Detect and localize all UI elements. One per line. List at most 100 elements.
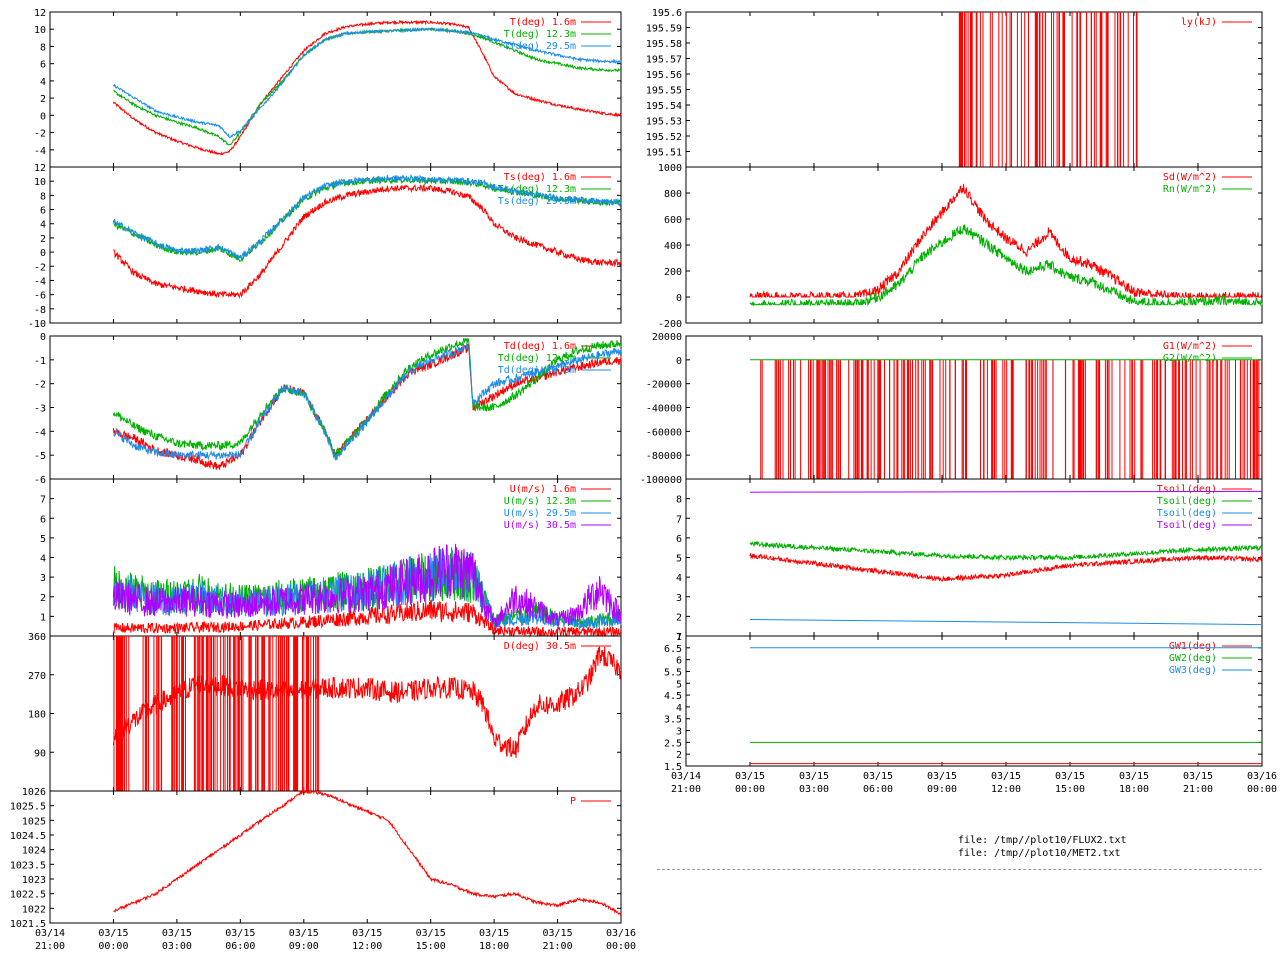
y-tick-label: 4 bbox=[676, 573, 682, 584]
y-tick-label: 5 bbox=[676, 554, 682, 565]
x-tick-date: 03/15 bbox=[1055, 771, 1085, 782]
x-tick-time: 00:00 bbox=[1247, 784, 1277, 795]
y-tick-label: 195.56 bbox=[646, 70, 682, 81]
legend-label: Rn(W/m^2) bbox=[1163, 184, 1217, 195]
y-tick-label: -4 bbox=[34, 427, 46, 438]
y-tick-label: 12 bbox=[34, 163, 46, 174]
y-tick-label: 2 bbox=[40, 94, 46, 105]
x-tick-date: 03/16 bbox=[1247, 771, 1277, 782]
x-tick-time: 15:00 bbox=[1055, 784, 1085, 795]
separator-line bbox=[657, 869, 1262, 870]
y-tick-label: 2 bbox=[676, 612, 682, 623]
x-tick-time: 03:00 bbox=[799, 784, 829, 795]
file-list: file: /tmp//plot10/FLUX2.txt file: /tmp//… bbox=[958, 834, 1127, 860]
y-tick-label: -5 bbox=[34, 451, 46, 462]
y-tick-label: -2 bbox=[34, 129, 46, 140]
y-tick-label: 1025 bbox=[22, 816, 46, 827]
series-line-Tsoil-1 bbox=[749, 540, 1263, 562]
y-tick-label: -100000 bbox=[640, 475, 682, 486]
panel-frame-P bbox=[49, 790, 622, 924]
y-tick-label: 1023 bbox=[22, 875, 46, 886]
x-tick-date: 03/15 bbox=[479, 928, 509, 939]
y-tick-label: -60000 bbox=[646, 427, 682, 438]
y-tick-label: 7 bbox=[676, 514, 682, 525]
x-tick-time: 18:00 bbox=[1119, 784, 1149, 795]
y-tick-label: 0 bbox=[40, 332, 46, 343]
y-tick-label: 90 bbox=[34, 748, 46, 759]
y-tick-label: 0 bbox=[40, 111, 46, 122]
series-line-T-0 bbox=[112, 19, 622, 156]
x-tick-time: 06:00 bbox=[225, 941, 255, 952]
x-tick-date: 03/15 bbox=[863, 771, 893, 782]
x-tick-date: 03/15 bbox=[735, 771, 765, 782]
y-tick-label: 1022 bbox=[22, 904, 46, 915]
x-tick-date: 03/15 bbox=[991, 771, 1021, 782]
x-tick-time: 12:00 bbox=[352, 941, 382, 952]
y-tick-label: 6 bbox=[40, 60, 46, 71]
legend-label: U(m/s) 1.6m bbox=[510, 484, 576, 495]
legend-label: ly(kJ) bbox=[1181, 17, 1217, 28]
series-line-P-0 bbox=[113, 789, 622, 916]
y-tick-label: 1025.5 bbox=[10, 802, 46, 813]
series-line-Td-2 bbox=[113, 342, 622, 461]
y-tick-label: -6 bbox=[34, 291, 46, 302]
y-tick-label: 8 bbox=[676, 495, 682, 506]
legend-label: Td(deg) 12.3m bbox=[498, 353, 576, 364]
y-tick-label: 360 bbox=[28, 632, 46, 643]
y-tick-label: 7 bbox=[676, 632, 682, 643]
x-tick-date: 03/15 bbox=[162, 928, 192, 939]
y-tick-label: 180 bbox=[28, 710, 46, 721]
x-tick-date: 03/15 bbox=[225, 928, 255, 939]
series-line-Tsoil-2 bbox=[749, 619, 1263, 626]
x-tick-date: 03/15 bbox=[416, 928, 446, 939]
series-line-Sd-0 bbox=[749, 183, 1263, 299]
y-tick-label: 195.57 bbox=[646, 55, 682, 66]
y-tick-label: 4 bbox=[40, 77, 46, 88]
panel-frame-GW bbox=[685, 635, 1263, 767]
y-tick-label: 5.5 bbox=[664, 667, 682, 678]
series-line-Sd-1 bbox=[749, 224, 1263, 307]
y-tick-label: 2 bbox=[40, 593, 46, 604]
legend-label: Td(deg) 29.5m bbox=[498, 365, 576, 376]
y-tick-label: 3 bbox=[40, 573, 46, 584]
x-tick-date: 03/15 bbox=[1183, 771, 1213, 782]
x-tick-date: 03/15 bbox=[927, 771, 957, 782]
y-tick-label: 800 bbox=[664, 189, 682, 200]
y-tick-label: 200 bbox=[664, 267, 682, 278]
x-tick-time: 00:00 bbox=[606, 941, 636, 952]
file-line-flux: file: /tmp//plot10/FLUX2.txt bbox=[958, 835, 1127, 846]
y-tick-label: 195.54 bbox=[646, 101, 682, 112]
y-tick-label: -8 bbox=[34, 305, 46, 316]
y-tick-label: 4 bbox=[676, 703, 682, 714]
legend-label: G1(W/m^2) bbox=[1163, 341, 1217, 352]
legend-label: Tsoil(deg) bbox=[1157, 520, 1217, 531]
y-tick-label: -2 bbox=[34, 262, 46, 273]
y-tick-label: 2 bbox=[40, 234, 46, 245]
y-tick-label: -6 bbox=[34, 475, 46, 486]
series-line-D-0 bbox=[112, 636, 622, 791]
legend-label: P bbox=[570, 796, 576, 807]
y-tick-label: 6 bbox=[676, 656, 682, 667]
x-tick-time: 18:00 bbox=[479, 941, 509, 952]
series-line-Tsoil-3 bbox=[749, 490, 1263, 493]
x-tick-date: 03/15 bbox=[352, 928, 382, 939]
x-tick-date: 03/15 bbox=[543, 928, 573, 939]
y-tick-label: -20000 bbox=[646, 380, 682, 391]
y-tick-label: 195.52 bbox=[646, 132, 682, 143]
legend-label: GW3(deg) bbox=[1169, 665, 1217, 676]
panel-frame-Lv bbox=[685, 11, 1263, 168]
legend-label: GW1(deg) bbox=[1169, 641, 1217, 652]
y-tick-label: 0 bbox=[676, 356, 682, 367]
y-tick-label: 20000 bbox=[652, 332, 682, 343]
legend-label: GW2(deg) bbox=[1169, 653, 1217, 664]
y-tick-label: 195.53 bbox=[646, 117, 682, 128]
x-tick-time: 15:00 bbox=[416, 941, 446, 952]
legend-label: Ts(deg) 29.5m bbox=[498, 196, 576, 207]
y-tick-label: 8 bbox=[40, 191, 46, 202]
y-tick-label: 195.58 bbox=[646, 39, 682, 50]
y-tick-label: 12 bbox=[34, 8, 46, 19]
series-line-Tsoil-0 bbox=[749, 553, 1263, 582]
y-tick-label: 1022.5 bbox=[10, 890, 46, 901]
y-tick-label: 5 bbox=[40, 534, 46, 545]
y-tick-label: 400 bbox=[664, 241, 682, 252]
